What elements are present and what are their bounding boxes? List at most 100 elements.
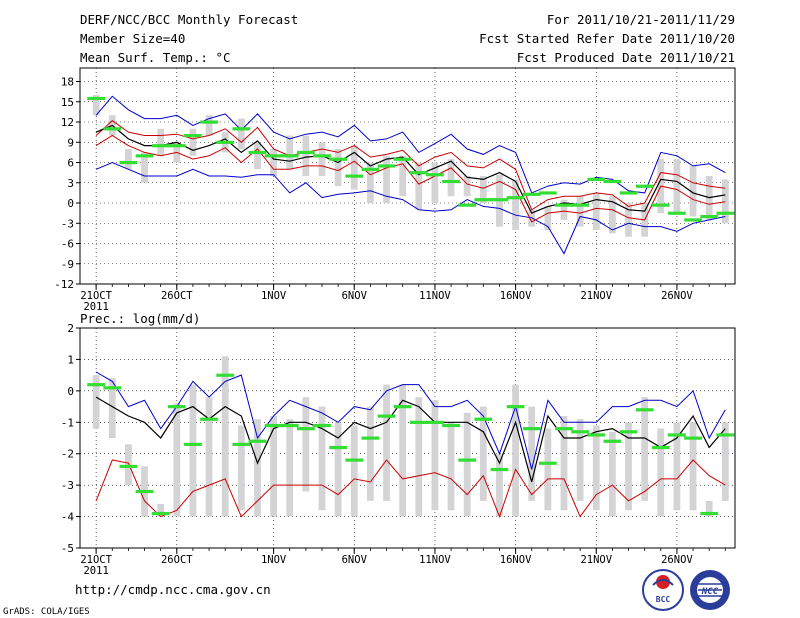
variable-label: Mean Surf. Temp.: °C: [80, 50, 231, 65]
ensemble-box: [399, 155, 407, 197]
observation-marker: [377, 164, 396, 168]
ensemble-box: [302, 135, 310, 176]
footer-url: http://cmdp.ncc.cma.gov.cn: [75, 582, 271, 597]
ensemble-box: [350, 425, 358, 517]
observation-marker: [458, 458, 477, 462]
observation-marker: [103, 386, 122, 390]
ensemble-box: [415, 162, 423, 210]
x-year-label: 2011: [83, 301, 108, 313]
ensemble-box: [334, 422, 342, 517]
observation-marker: [587, 177, 606, 182]
observation-marker: [280, 423, 299, 428]
y-tick-label: -6: [61, 238, 74, 251]
observation-marker: [506, 196, 525, 200]
ensemble-box: [689, 422, 697, 511]
ensemble-box: [286, 135, 294, 170]
ensemble-box: [625, 422, 632, 511]
observation-marker: [135, 489, 154, 494]
series-line-mean: [95, 124, 726, 214]
plot-frame: [79, 67, 736, 285]
series-line-max: [95, 161, 726, 255]
ensemble-box: [544, 206, 552, 230]
ensemble-box: [447, 159, 455, 197]
ensemble-box: [641, 397, 649, 501]
ensemble-box: [383, 384, 390, 501]
temperature-panel: -12 -9 -6 -3 0 3 6 9 12 15 18 21OCT 26OCT 1NOV 6NOV 11N…: [54, 67, 736, 313]
ensemble-box: [544, 428, 552, 511]
observation-marker: [458, 203, 477, 207]
ensemble-box: [141, 152, 148, 183]
observation-marker: [264, 154, 283, 158]
ensemble-box: [512, 384, 519, 517]
bcc-logo-text: BCC: [656, 595, 671, 604]
ensemble-box: [157, 504, 165, 517]
ensemble-box: [496, 453, 503, 517]
ensemble-box: [512, 179, 519, 230]
observation-marker: [635, 408, 654, 412]
x-tick-label: 1NOV: [261, 554, 287, 566]
observation-marker: [716, 433, 735, 437]
observation-marker: [603, 439, 622, 443]
x-tick-label: 26NOV: [661, 290, 693, 302]
observation-marker: [619, 191, 638, 195]
observation-marker: [135, 154, 154, 158]
observation-marker: [119, 464, 138, 468]
ensemble-box: [673, 422, 681, 511]
observation-marker: [119, 161, 138, 165]
series-line-min: [95, 459, 726, 519]
x-tick-label: 26OCT: [161, 290, 193, 302]
forecast-period: For 2011/10/21-2011/11/29: [547, 12, 735, 27]
ensemble-box: [576, 196, 584, 227]
observation-marker: [522, 427, 541, 431]
member-size-label: Member Size=40: [80, 31, 185, 46]
grads-credit: GrADS: COLA/IGES: [3, 607, 90, 617]
ensemble-box: [689, 165, 697, 217]
observation-marker: [700, 511, 719, 516]
observation-marker: [716, 211, 735, 215]
ensemble-box: [609, 431, 616, 517]
x-tick-label: 11NOV: [419, 290, 451, 302]
bcc-logo: BCC: [642, 569, 684, 611]
ensemble-box: [92, 95, 100, 116]
precipitation-panel: -5 -4 -3 -2 -1 0 1 2 21OCT 26OCT 1NOV 6NOV 11NOV 16NO…: [61, 311, 736, 577]
observation-marker: [442, 179, 460, 184]
ensemble-box: [254, 419, 261, 517]
ensemble-box: [673, 159, 681, 214]
x-tick-label: 1NOV: [261, 290, 287, 302]
x-tick-label: 21NOV: [580, 290, 612, 302]
ensemble-box: [576, 419, 584, 501]
y-tick-label: -3: [61, 217, 74, 230]
ensemble-box: [270, 149, 277, 176]
observation-marker: [87, 96, 106, 101]
observation-marker: [651, 445, 670, 450]
y-tick-label: -5: [61, 542, 74, 555]
ensemble-box: [415, 397, 423, 517]
observation-marker: [280, 154, 299, 158]
ensemble-box: [237, 425, 245, 511]
ensemble-box: [92, 375, 100, 429]
observation-marker: [684, 218, 702, 222]
ensemble-box: [383, 155, 390, 203]
ensemble-box: [479, 406, 487, 501]
observation-marker: [361, 436, 380, 440]
observation-marker: [345, 458, 364, 462]
observation-marker: [635, 184, 654, 188]
observation-marker: [232, 442, 251, 446]
observation-marker: [668, 433, 686, 437]
observation-marker: [490, 198, 509, 202]
observation-marker: [377, 414, 396, 418]
observation-marker: [184, 134, 202, 138]
x-tick-label: 26OCT: [161, 554, 193, 566]
ensemble-box: [592, 192, 600, 230]
ensemble-box: [657, 428, 665, 517]
y-tick-label: 1: [67, 353, 74, 366]
observation-marker: [571, 430, 589, 434]
ensemble-box: [173, 403, 181, 517]
observation-marker: [216, 373, 235, 377]
ensemble-box: [254, 142, 261, 170]
observation-marker: [409, 420, 428, 424]
observation-marker: [571, 203, 589, 207]
observation-marker: [296, 150, 315, 155]
y-tick-label: 6: [67, 157, 74, 170]
